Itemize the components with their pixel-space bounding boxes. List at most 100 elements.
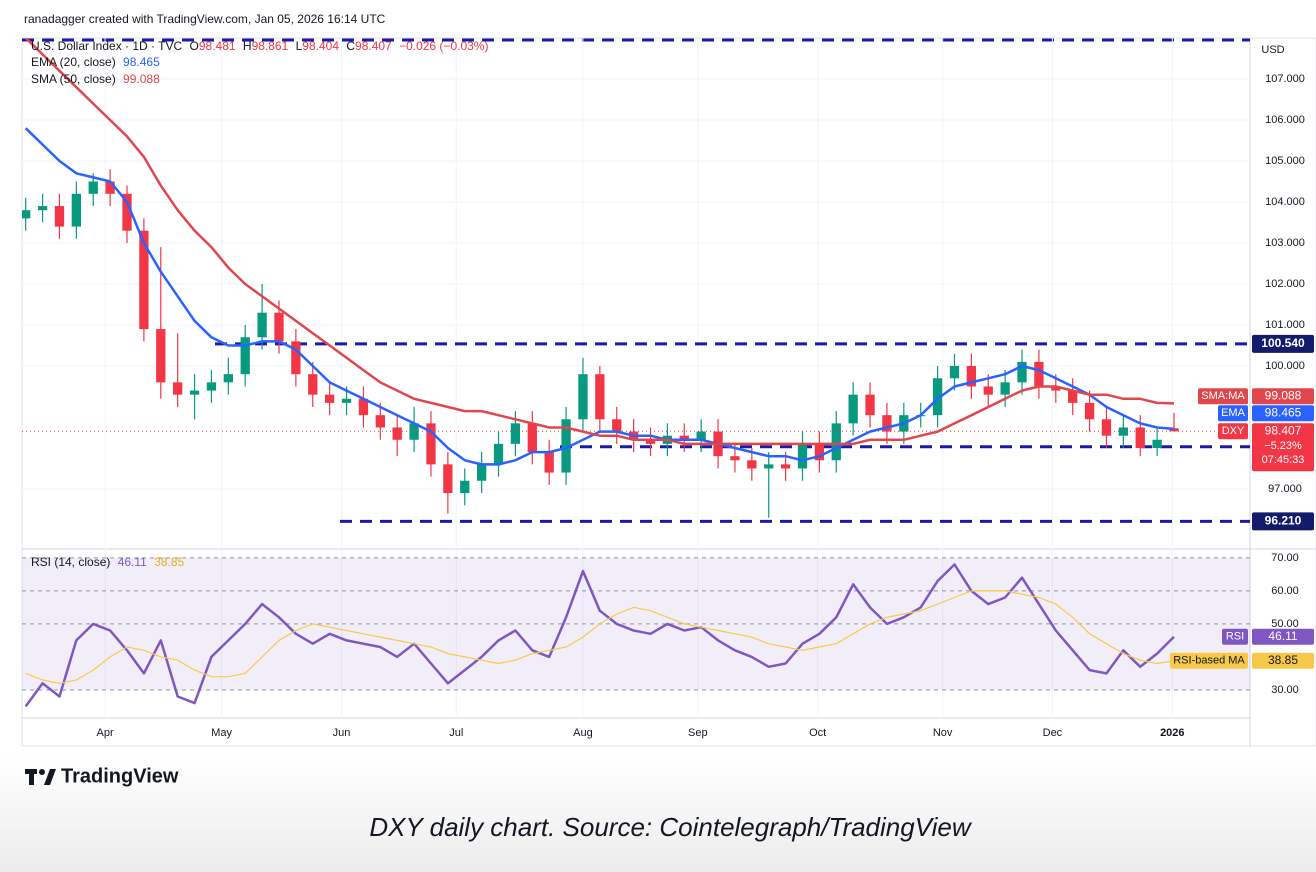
candle-body xyxy=(1135,427,1145,448)
candle-body xyxy=(612,419,622,432)
x-tick-label: Jul xyxy=(449,727,463,739)
candle-body xyxy=(1101,419,1112,436)
candle-body xyxy=(814,443,825,461)
rsi-band xyxy=(22,557,1250,690)
series-line xyxy=(24,38,1175,446)
level-label: 96.210 xyxy=(1265,514,1302,528)
x-tick-label: Dec xyxy=(1043,727,1063,739)
rsi-ma-value: 38.85 xyxy=(154,555,184,569)
level-label: 100.540 xyxy=(1261,336,1305,350)
candle-body xyxy=(105,181,115,194)
series-line xyxy=(24,563,1175,708)
badge-value-box xyxy=(1252,652,1314,669)
candle-body xyxy=(1152,439,1162,448)
last-price: 98.407 xyxy=(1265,423,1302,437)
candle-body xyxy=(206,382,217,391)
candle-body xyxy=(88,181,98,194)
y-tick-label: 106.000 xyxy=(1265,114,1305,126)
candle-body xyxy=(1034,361,1044,387)
candle-body xyxy=(341,398,352,403)
x-tick-label: Sep xyxy=(688,727,708,739)
symbol: U.S. Dollar Index · 1D · TVC xyxy=(31,39,182,53)
x-tick-label: Aug xyxy=(573,727,593,739)
candle-body xyxy=(645,439,656,444)
y-tick-label: 102.000 xyxy=(1265,278,1305,290)
ohlc-label: L xyxy=(296,39,303,53)
axes: 97.000 100.000 101.000 102.000 103.000 104.00… xyxy=(96,73,1314,739)
candle-body xyxy=(325,394,335,403)
candle-body xyxy=(595,374,605,420)
y-tick-label: 103.000 xyxy=(1265,237,1305,249)
candle-body xyxy=(122,193,132,231)
badge-value-box xyxy=(1252,628,1314,645)
ohlc-label: O xyxy=(190,39,199,53)
candle-body xyxy=(797,443,808,469)
ema-value: 98.465 xyxy=(123,55,160,69)
x-tick-label: Oct xyxy=(809,727,826,739)
x-tick-label: Nov xyxy=(933,727,953,739)
candle-body xyxy=(274,312,284,342)
candle-body xyxy=(561,419,571,473)
last-change: −5.23% xyxy=(1264,440,1302,452)
credit: ranadagger created with TradingView.com,… xyxy=(24,12,386,26)
y-tick-label: 50.00 xyxy=(1271,618,1299,630)
candle-body xyxy=(308,374,318,395)
candle-body xyxy=(848,394,858,424)
candle-body xyxy=(392,427,402,440)
y-tick-label: 105.000 xyxy=(1265,155,1305,167)
candle-body xyxy=(1169,428,1179,432)
countdown: 07:45:33 xyxy=(1262,454,1305,466)
ema-legend: EMA (20, close) 98.465 xyxy=(31,55,160,69)
caption: DXY daily chart. Source: Cointelegraph/T… xyxy=(369,812,972,842)
footer-background xyxy=(0,755,1316,872)
candle-body xyxy=(780,464,791,469)
badge-name: RSI-based MA xyxy=(1173,655,1245,667)
ohlc-label: H xyxy=(243,39,252,53)
candle-body xyxy=(240,337,250,375)
candle-body xyxy=(865,394,875,416)
y-tick-label: 97.000 xyxy=(1268,483,1302,495)
candle-body xyxy=(1118,427,1128,436)
ohlc-value: 98.481 xyxy=(199,39,236,53)
y-tick-label: 30.00 xyxy=(1271,684,1299,696)
x-tick-label: Apr xyxy=(96,727,113,739)
badge-value: 98.465 xyxy=(1265,405,1302,419)
x-tick-label: May xyxy=(211,727,232,739)
candle-body xyxy=(71,193,81,227)
x-tick-label: 2026 xyxy=(1160,727,1184,739)
candle-body xyxy=(932,378,943,416)
candle-body xyxy=(578,374,588,420)
price-pane xyxy=(22,38,1250,523)
candle-body xyxy=(426,423,436,465)
grid xyxy=(22,38,1250,718)
candle-body xyxy=(139,230,149,330)
rsi-value: 46.11 xyxy=(118,555,147,569)
candle-body xyxy=(358,398,369,416)
candle-body xyxy=(966,365,977,387)
badge-value-box xyxy=(1252,388,1314,405)
badge-name-box xyxy=(1198,388,1248,405)
badge-name: RSI xyxy=(1226,631,1244,643)
candle-body xyxy=(37,206,48,211)
candle-body xyxy=(291,341,301,375)
ema-label: EMA (20, close) xyxy=(31,55,116,69)
candle-body xyxy=(156,329,166,383)
change: −0.026 (−0.03%) xyxy=(399,39,488,53)
candle-body xyxy=(1068,390,1078,403)
y-tick-label: 107.000 xyxy=(1265,73,1305,85)
candle-body xyxy=(223,374,233,383)
candle-body xyxy=(1084,402,1095,420)
ohlc-label: C xyxy=(346,39,355,53)
y-tick-label: 104.000 xyxy=(1265,196,1305,208)
badge-name: SMA:MA xyxy=(1201,390,1245,402)
chart-frame xyxy=(21,37,1316,747)
candle-body xyxy=(1000,382,1010,395)
series-line xyxy=(25,590,1175,684)
level-badge xyxy=(1252,334,1314,353)
last-price-box xyxy=(1252,423,1314,472)
badge-name: EMA xyxy=(1221,407,1246,419)
badge-value: 46.11 xyxy=(1268,629,1297,643)
rsi-title: RSI (14, close) xyxy=(31,555,110,569)
candle-body xyxy=(189,390,200,395)
candle-body xyxy=(949,365,960,379)
